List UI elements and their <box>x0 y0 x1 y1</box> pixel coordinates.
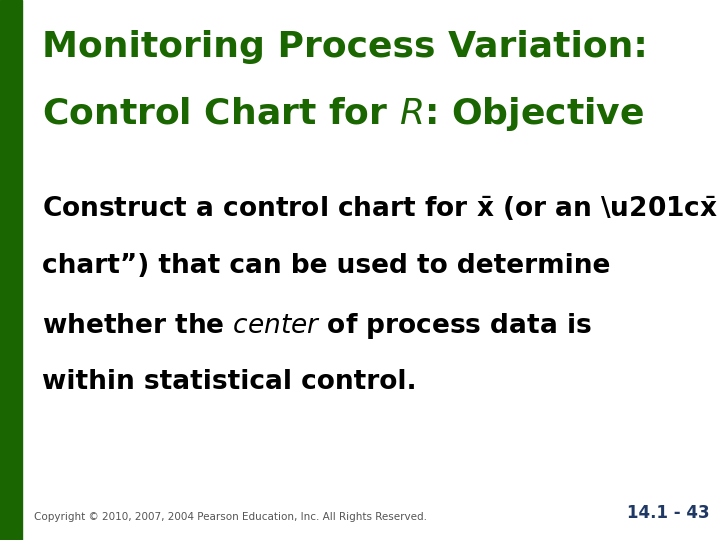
Text: Copyright © 2010, 2007, 2004 Pearson Education, Inc. All Rights Reserved.: Copyright © 2010, 2007, 2004 Pearson Edu… <box>34 512 427 522</box>
Text: 14.1 - 43: 14.1 - 43 <box>627 504 710 522</box>
Text: Construct a control chart for $\mathbf{\bar{x}}$ (or an \u201c$\mathbf{\bar{x}}$: Construct a control chart for $\mathbf{\… <box>42 195 718 224</box>
Bar <box>0 0 22 540</box>
Text: within statistical control.: within statistical control. <box>42 369 417 395</box>
Text: whether the $\mathit{center}$ of process data is: whether the $\mathit{center}$ of process… <box>42 311 592 341</box>
Text: chart”) that can be used to determine: chart”) that can be used to determine <box>42 253 611 279</box>
Text: Monitoring Process Variation:: Monitoring Process Variation: <box>42 30 648 64</box>
Text: Control Chart for $\mathbf{\mathit{R}}$: Objective: Control Chart for $\mathbf{\mathit{R}}$:… <box>42 95 644 133</box>
